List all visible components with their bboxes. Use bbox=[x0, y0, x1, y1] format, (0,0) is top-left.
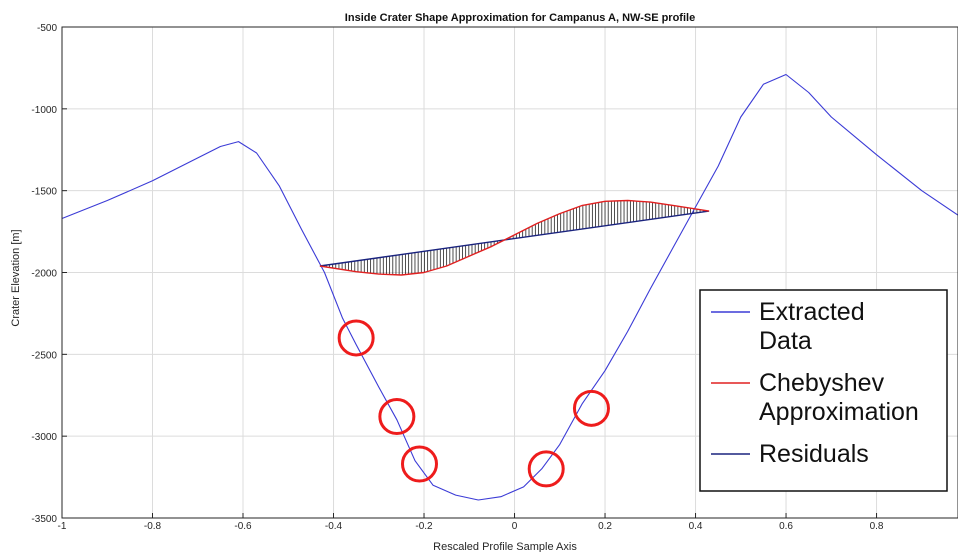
highlight-circle bbox=[400, 445, 438, 483]
legend-box bbox=[699, 289, 948, 492]
highlight-circle bbox=[337, 319, 375, 357]
x-tick-label: -0.2 bbox=[415, 521, 433, 532]
residual-hatch bbox=[322, 200, 707, 275]
y-axis-label: Crater Elevation [m] bbox=[10, 229, 22, 326]
y-tick-label: -3500 bbox=[31, 514, 57, 525]
legend-label: Extracted bbox=[759, 298, 865, 326]
y-axis-ticks: -3500 -3000 -2500 -2000 -1500 -1000 -500 bbox=[31, 23, 67, 525]
x-tick-label: -0.4 bbox=[325, 521, 343, 532]
extracted-data-line bbox=[61, 73, 958, 501]
x-axis-ticks: -1 -0.8 -0.6 -0.4 -0.2 0 0.2 0.4 0.6 0.8 bbox=[58, 513, 884, 532]
x-axis-label: Rescaled Profile Sample Axis bbox=[433, 541, 577, 552]
legend-label: Residuals bbox=[759, 440, 869, 468]
x-tick-label: 0.6 bbox=[779, 521, 793, 532]
x-tick-label: 0.8 bbox=[870, 521, 884, 532]
x-tick-label: -1 bbox=[58, 521, 67, 532]
x-tick-label: -0.6 bbox=[234, 521, 252, 532]
x-tick-label: 0.2 bbox=[598, 521, 612, 532]
y-tick-label: -1500 bbox=[31, 187, 57, 198]
residual-baseline-line bbox=[319, 210, 710, 267]
annotation-circles bbox=[337, 319, 610, 488]
y-tick-label: -2500 bbox=[31, 350, 57, 361]
highlight-circle bbox=[378, 398, 416, 436]
chebyshev-approximation-line bbox=[319, 199, 710, 276]
y-tick-label: -3000 bbox=[31, 432, 57, 443]
y-tick-label: -1000 bbox=[31, 105, 57, 116]
legend-label: Chebyshev bbox=[759, 369, 885, 397]
highlight-circle bbox=[527, 450, 565, 488]
data-lines bbox=[61, 73, 958, 501]
x-tick-label: 0.4 bbox=[689, 521, 703, 532]
x-tick-label: 0 bbox=[512, 521, 518, 532]
y-tick-label: -2000 bbox=[31, 269, 57, 280]
x-tick-label: -0.8 bbox=[144, 521, 162, 532]
y-tick-label: -500 bbox=[37, 23, 57, 34]
legend-label: Data bbox=[759, 327, 812, 355]
chart-title: Inside Crater Shape Approximation for Ca… bbox=[345, 12, 695, 24]
legend-label: Approximation bbox=[759, 398, 919, 426]
highlight-circle bbox=[572, 389, 610, 427]
